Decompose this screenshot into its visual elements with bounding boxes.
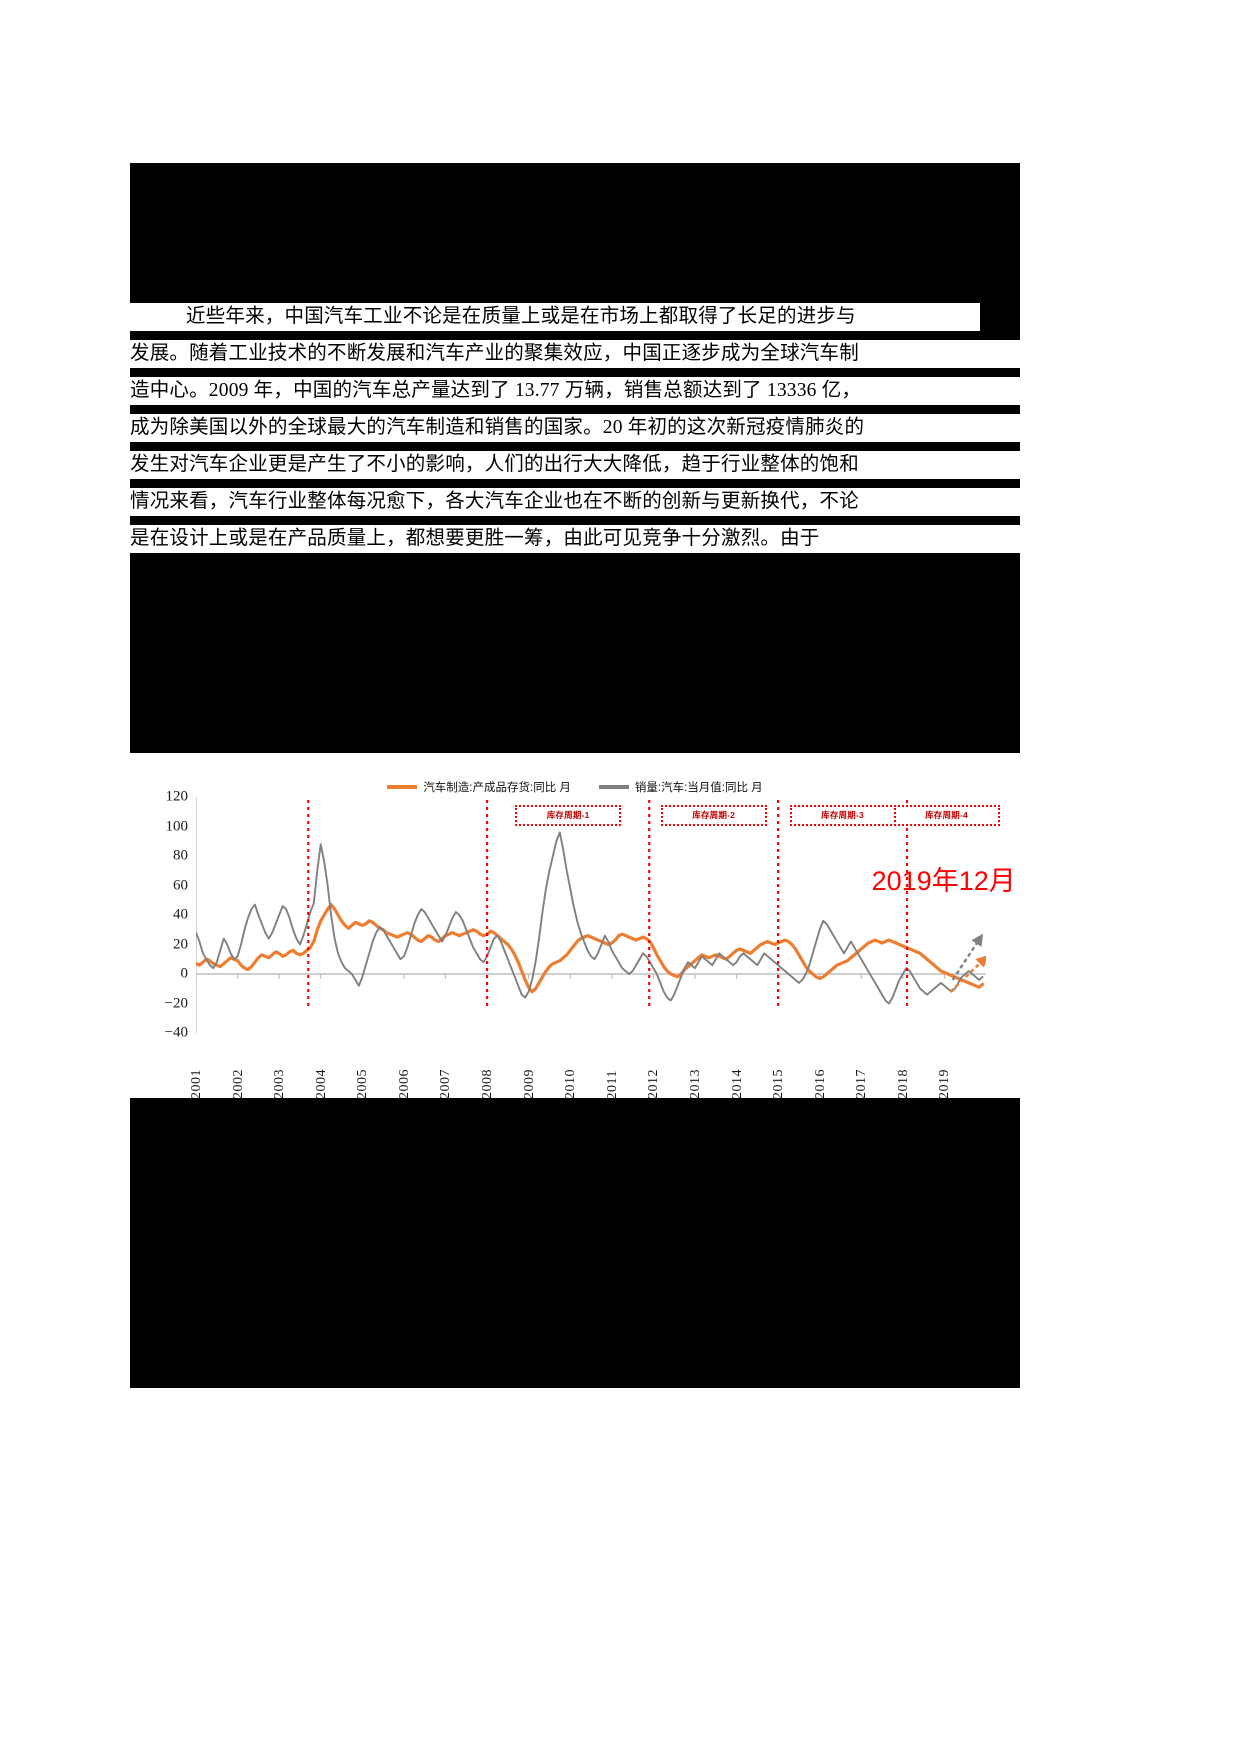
paragraph-line: 是在设计上或是在产品质量上，都想要更胜一筹，由此可见竞争十分激烈。由于 <box>130 525 1020 553</box>
x-tick-label: 2014 <box>729 1069 745 1099</box>
y-tick-label: 40 <box>173 906 188 923</box>
x-axis-labels: 2001 2002 2003 2004 2005 2006 2007 2008 2009 2010… <box>189 1035 986 1099</box>
x-tick-label: 2006 <box>396 1069 412 1099</box>
x-tick-label: 2008 <box>480 1069 496 1099</box>
inventory-cycle-chart: 汽车制造:产成品存货:同比 月 销量:汽车:当月值:同比 月 120 100 80 6… <box>130 753 1020 1099</box>
x-tick-label: 2007 <box>438 1069 454 1099</box>
paragraph-line: 近些年来，中国汽车工业不论是在质量上或是在市场上都取得了长足的进步与 <box>130 303 980 331</box>
legend-item-inventory: 汽车制造:产成品存货:同比 月 <box>387 779 571 795</box>
paragraph-line: 造中心。2009 年，中国的汽车总产量达到了 13.77 万辆，销售总额达到了 … <box>130 377 1020 405</box>
paragraph-line: 发展。随着工业技术的不断发展和汽车产业的聚集效应，中国正逐步成为全球汽车制 <box>130 340 1020 368</box>
x-tick-label: 2011 <box>604 1069 620 1099</box>
y-tick-label: 80 <box>173 847 188 864</box>
legend-swatch-sales <box>598 785 629 789</box>
x-tick-label: 2004 <box>313 1069 329 1099</box>
x-tick-label: 2017 <box>854 1069 870 1099</box>
x-tick-label: 2013 <box>687 1069 703 1099</box>
x-tick-label: 2016 <box>812 1069 828 1099</box>
chart-legend: 汽车制造:产成品存货:同比 月 销量:汽车:当月值:同比 月 <box>130 779 1020 795</box>
y-tick-label: 0 <box>180 965 189 982</box>
trend-arrow <box>951 933 984 981</box>
x-tick-label: 2005 <box>355 1069 371 1099</box>
y-tick-label: −20 <box>164 995 188 1011</box>
cycle-annotation-box: 库存周期-4 <box>893 804 1000 826</box>
y-tick-label: 120 <box>165 788 189 805</box>
y-tick-label: 20 <box>173 936 188 952</box>
y-axis-labels: 120 100 80 60 40 20 0 −20 −40 <box>130 789 192 1041</box>
line-gap <box>130 331 1020 340</box>
cycle-annotation-box: 库存周期-3 <box>789 804 896 826</box>
plot-canvas <box>196 797 986 1033</box>
chart-svg <box>196 797 986 1033</box>
x-tick-label: 2010 <box>563 1069 579 1099</box>
x-tick-label: 2018 <box>895 1069 911 1099</box>
legend-item-sales: 销量:汽车:当月值:同比 月 <box>598 779 763 795</box>
line-gap <box>130 479 1020 488</box>
y-tick-label: −40 <box>164 1024 188 1041</box>
y-tick-label: 60 <box>173 877 188 893</box>
line-gap <box>130 442 1020 451</box>
line-gap <box>130 405 1020 414</box>
x-tick-label: 2001 <box>189 1069 204 1099</box>
paragraph-line: 情况来看，汽车行业整体每况愈下，各大汽车企业也在不断的创新与更新换代，不论 <box>130 488 1020 516</box>
legend-label-inventory: 汽车制造:产成品存货:同比 月 <box>423 782 571 794</box>
paragraph-line: 发生对汽车企业更是产生了不小的影响，人们的出行大大降低，趋于行业整体的饱和 <box>130 451 1020 479</box>
x-tick-label: 2015 <box>771 1069 787 1099</box>
plot-area: 120 100 80 60 40 20 0 −20 −40 2001 2002 2003 2004 20… <box>130 789 1020 1099</box>
legend-label-sales: 销量:汽车:当月值:同比 月 <box>634 782 763 794</box>
cycle-annotation-box: 库存周期-2 <box>660 804 767 826</box>
line-gap <box>130 516 1020 525</box>
x-tick-label: 2002 <box>230 1069 246 1099</box>
x-tick-label: 2019 <box>937 1069 953 1099</box>
trend-arrow <box>949 955 986 993</box>
series-line-inventory <box>196 903 985 994</box>
series-line-sales <box>196 831 984 1005</box>
x-tick-label: 2009 <box>521 1069 537 1099</box>
x-tick-label: 2012 <box>646 1069 662 1099</box>
x-tick-label: 2003 <box>272 1069 288 1099</box>
paragraph-line: 成为除美国以外的全球最大的汽车制造和销售的国家。20 年初的这次新冠疫情肺炎的 <box>130 414 1020 442</box>
date-callout: 2019年12月 <box>871 865 1016 896</box>
line-gap <box>130 368 1020 377</box>
legend-swatch-inventory <box>387 785 418 789</box>
cycle-annotation-box: 库存周期-1 <box>515 804 622 826</box>
y-tick-label: 100 <box>165 818 189 834</box>
body-paragraph: 近些年来，中国汽车工业不论是在质量上或是在市场上都取得了长足的进步与 发展。随着… <box>130 303 1020 553</box>
